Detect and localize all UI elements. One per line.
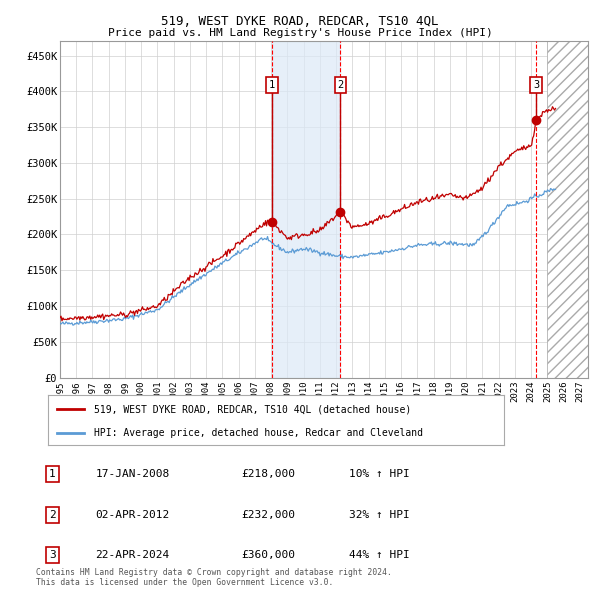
Text: Price paid vs. HM Land Registry's House Price Index (HPI): Price paid vs. HM Land Registry's House … xyxy=(107,28,493,38)
Text: 1: 1 xyxy=(269,80,275,90)
Text: £218,000: £218,000 xyxy=(241,469,295,479)
Text: HPI: Average price, detached house, Redcar and Cleveland: HPI: Average price, detached house, Redc… xyxy=(94,428,422,438)
Text: 519, WEST DYKE ROAD, REDCAR, TS10 4QL (detached house): 519, WEST DYKE ROAD, REDCAR, TS10 4QL (d… xyxy=(94,404,411,414)
Text: 3: 3 xyxy=(49,550,56,560)
Text: 02-APR-2012: 02-APR-2012 xyxy=(95,510,170,520)
Text: 2: 2 xyxy=(337,80,343,90)
Text: Contains HM Land Registry data © Crown copyright and database right 2024.
This d: Contains HM Land Registry data © Crown c… xyxy=(36,568,392,587)
Text: 32% ↑ HPI: 32% ↑ HPI xyxy=(349,510,410,520)
Text: £360,000: £360,000 xyxy=(241,550,295,560)
Bar xyxy=(547,41,588,378)
Text: 44% ↑ HPI: 44% ↑ HPI xyxy=(349,550,410,560)
Text: 1: 1 xyxy=(49,469,56,479)
Text: 22-APR-2024: 22-APR-2024 xyxy=(95,550,170,560)
Text: 519, WEST DYKE ROAD, REDCAR, TS10 4QL: 519, WEST DYKE ROAD, REDCAR, TS10 4QL xyxy=(161,15,439,28)
Text: 10% ↑ HPI: 10% ↑ HPI xyxy=(349,469,410,479)
Bar xyxy=(272,41,340,378)
Text: £232,000: £232,000 xyxy=(241,510,295,520)
Text: 17-JAN-2008: 17-JAN-2008 xyxy=(95,469,170,479)
Text: 2: 2 xyxy=(49,510,56,520)
Text: 3: 3 xyxy=(533,80,539,90)
